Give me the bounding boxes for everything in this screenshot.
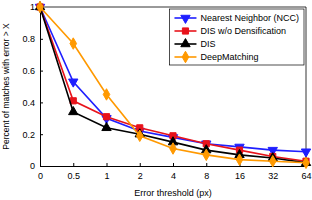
y-tick-mark	[40, 39, 43, 40]
x-axis: 0 0.5 1 2 4 8 16 32 64	[38, 163, 312, 181]
legend-marker	[182, 51, 189, 62]
legend-box	[169, 9, 304, 65]
series-marker	[69, 107, 78, 115]
x-tick: 8	[204, 163, 209, 181]
y-tick-label: 0.6	[22, 66, 35, 76]
x-tick: 1	[104, 163, 109, 181]
x-tick-label: 64	[301, 171, 311, 181]
legend-label: DIS w/o Densification	[200, 26, 286, 36]
x-tick-label: 1	[104, 171, 109, 181]
x-tick-label: 16	[235, 171, 245, 181]
y-tick-label: 0.2	[22, 130, 35, 140]
y-tick-label: 1	[30, 2, 35, 12]
series-marker	[70, 38, 77, 49]
x-tick-label: 2	[138, 171, 143, 181]
x-tick: 4	[171, 163, 176, 181]
series-marker	[301, 149, 310, 157]
x-tick: 16	[235, 163, 245, 181]
plot-frame	[40, 7, 306, 166]
chart: 0 0.5 1 2 4 8 16 32 64 0 0.2 0.4 0.6 0.8 1 Error thresh…	[0, 0, 312, 200]
series-line	[40, 7, 306, 163]
legend: Nearest Neighbor (NCC) DIS w/o Densificat…	[169, 9, 304, 65]
y-tick-label: 0	[30, 161, 35, 171]
series-marker	[303, 157, 310, 168]
y-tick: 0.6	[22, 66, 43, 76]
legend-marker	[181, 15, 190, 23]
y-tick-mark	[40, 166, 43, 167]
legend-marker	[181, 39, 190, 47]
series-line	[40, 7, 306, 152]
legend-label: DIS	[200, 39, 215, 49]
series-marker	[236, 154, 243, 165]
legend-label: DeepMatching	[200, 52, 258, 62]
y-tick-mark	[40, 71, 43, 72]
x-tick-label: 0	[38, 171, 43, 181]
x-tick-mark	[206, 163, 207, 166]
legend-marker	[182, 28, 188, 34]
x-tick: 2	[138, 163, 143, 181]
series-marker	[203, 149, 210, 160]
series-marker	[103, 89, 110, 100]
y-tick: 0.2	[22, 130, 43, 140]
series-marker	[136, 130, 143, 141]
y-axis: 0 0.2 0.4 0.6 0.8 1	[22, 2, 43, 171]
x-tick-label: 4	[171, 171, 176, 181]
series-line	[40, 7, 306, 161]
series-marker	[69, 79, 78, 87]
x-tick-mark	[140, 163, 141, 166]
y-tick: 0.4	[22, 98, 43, 108]
series-marker	[170, 143, 177, 154]
y-axis-title: Percent of matches with error > X	[1, 23, 11, 150]
x-tick-mark	[173, 163, 174, 166]
y-tick: 0	[30, 161, 43, 171]
series-marker	[37, 1, 44, 12]
x-tick-mark	[107, 163, 108, 166]
x-tick: 0.5	[67, 163, 80, 181]
legend-label: Nearest Neighbor (NCC)	[200, 13, 299, 23]
plot-area: 0 0.5 1 2 4 8 16 32 64 0 0.2 0.4 0.6 0.8 1	[22, 1, 311, 181]
y-axis-line	[40, 8, 41, 167]
x-tick-label: 32	[268, 171, 278, 181]
x-axis-line	[41, 166, 307, 167]
y-tick-label: 0.8	[22, 34, 35, 44]
x-axis-title: Error threshold (px)	[134, 188, 212, 198]
series-marker	[269, 155, 276, 166]
y-tick: 0.8	[22, 34, 43, 44]
series-group	[35, 1, 310, 168]
series-marker	[103, 114, 109, 120]
y-tick-label: 0.4	[22, 98, 35, 108]
y-tick-mark	[40, 102, 43, 103]
series-line	[40, 7, 306, 163]
series-marker	[102, 122, 111, 130]
x-tick-mark	[73, 163, 74, 166]
x-tick-label: 8	[204, 171, 209, 181]
x-tick-label: 0.5	[67, 171, 80, 181]
y-tick-mark	[40, 134, 43, 135]
